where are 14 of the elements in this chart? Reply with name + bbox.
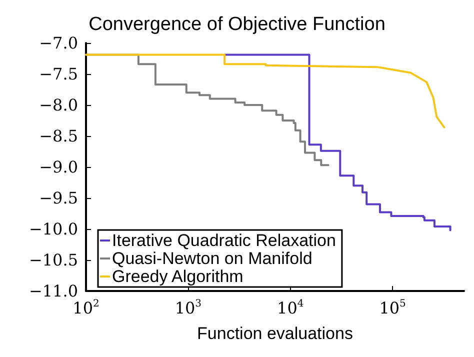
legend-label: Quasi-Newton on Manifold — [112, 249, 312, 268]
y-tick-label: −8.0 — [39, 96, 78, 114]
y-tick-label: −10.0 — [28, 220, 78, 238]
y-tick-label: −7.0 — [39, 34, 78, 52]
y-tick-label: −8.5 — [39, 126, 78, 146]
x-axis-title: Function evaluations — [197, 324, 353, 343]
legend-label: Greedy Algorithm — [112, 267, 244, 286]
y-tick-label: −9.0 — [39, 158, 78, 176]
y-tick-label: −10.5 — [28, 250, 78, 270]
chart-title: Convergence of Objective Function — [88, 14, 386, 35]
y-tick-label: −7.5 — [39, 64, 78, 84]
y-tick-label: −11.0 — [28, 282, 78, 300]
y-tick-label: −9.5 — [39, 188, 78, 208]
legend-label: Iterative Quadratic Relaxation — [112, 231, 336, 250]
